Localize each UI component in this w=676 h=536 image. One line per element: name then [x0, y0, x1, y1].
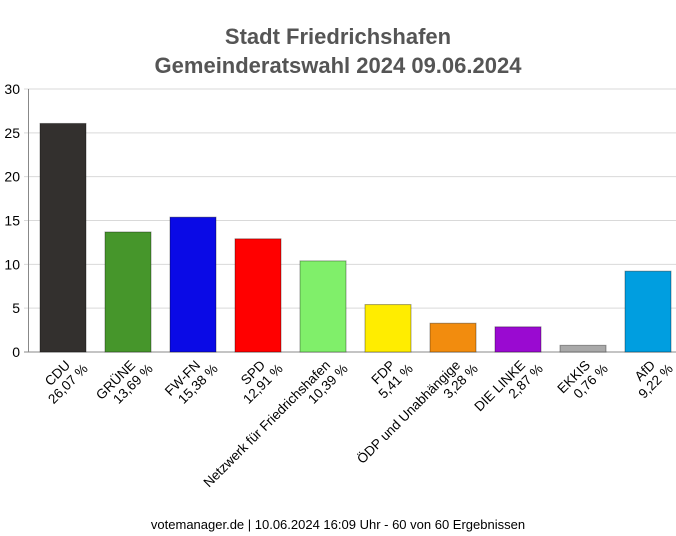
y-tick-label: 10: [4, 256, 20, 272]
bar: [39, 122, 87, 353]
y-tick-label: 25: [4, 125, 20, 141]
y-tick-label: 30: [4, 81, 20, 97]
y-tick-labels: 0 5 10 15 20 25 30: [4, 81, 20, 360]
bar: [624, 270, 672, 353]
chart-title-block: Stadt Friedrichshafen Gemeinderatswahl 2…: [0, 22, 676, 80]
bar: [559, 344, 607, 353]
bars: [39, 122, 672, 353]
bar: [169, 216, 217, 353]
bar: [494, 326, 542, 353]
bar: [104, 231, 152, 353]
bar: [234, 238, 282, 353]
y-tick-label: 20: [4, 169, 20, 185]
bar: [429, 322, 477, 353]
bar: [364, 304, 412, 353]
y-tick-label: 5: [12, 300, 20, 316]
y-tick-label: 0: [12, 344, 20, 360]
chart-subtitle: Gemeinderatswahl 2024 09.06.2024: [154, 53, 522, 78]
bar: [299, 260, 347, 353]
source-footer: votemanager.de | 10.06.2024 16:09 Uhr - …: [150, 517, 526, 532]
y-tick-label: 15: [4, 213, 20, 229]
chart-title: Stadt Friedrichshafen: [224, 24, 452, 49]
